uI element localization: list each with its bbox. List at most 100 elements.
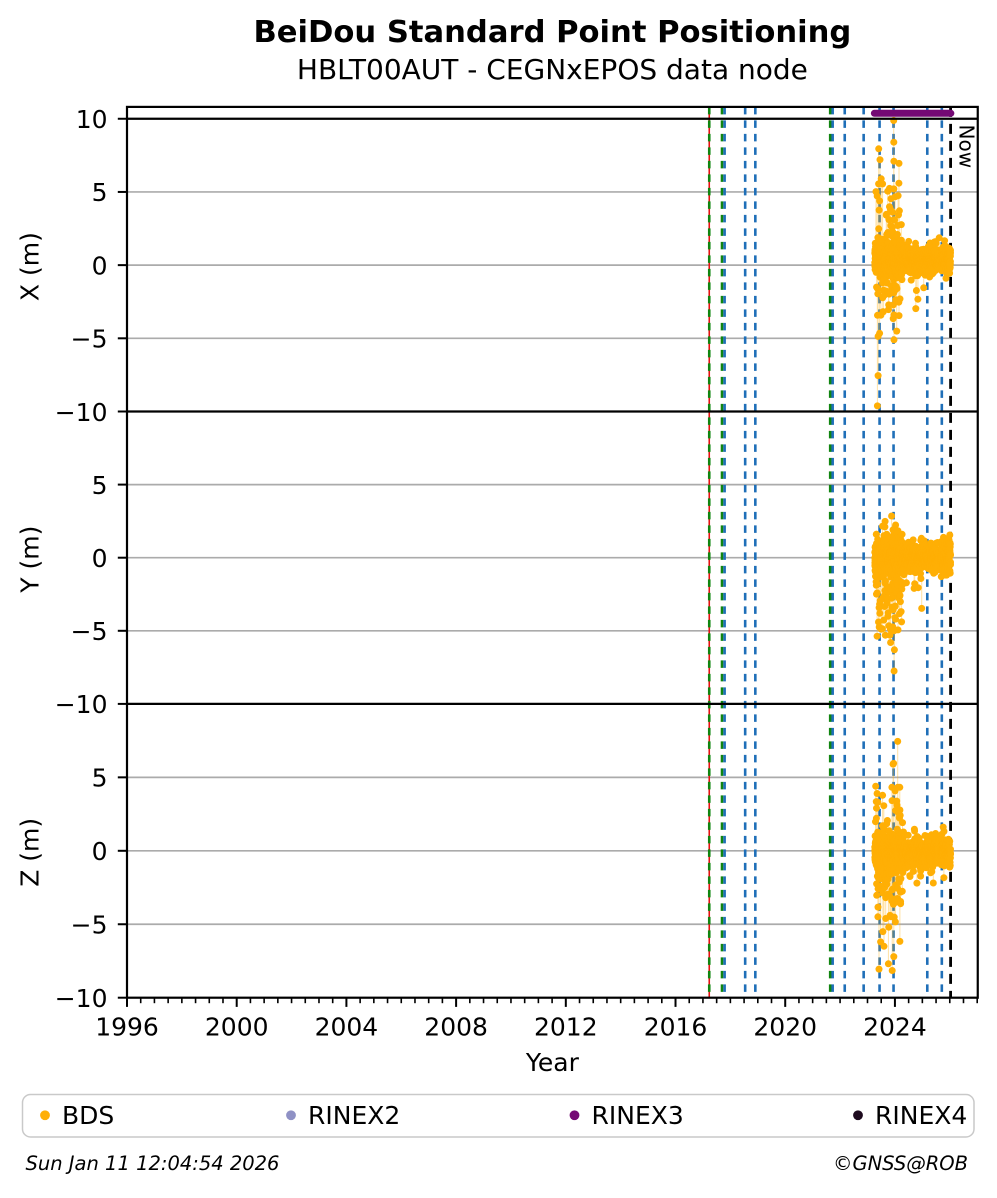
legend-box bbox=[21, 1093, 975, 1138]
bds-point bbox=[874, 372, 882, 380]
bds-point bbox=[891, 602, 899, 610]
bds-point bbox=[897, 900, 905, 908]
bds-point bbox=[946, 260, 954, 268]
legend-marker-rinex3 bbox=[569, 1110, 580, 1121]
bds-point bbox=[884, 960, 892, 968]
bds-point bbox=[947, 850, 954, 858]
bds-point bbox=[895, 312, 903, 320]
bds-point bbox=[906, 873, 914, 880]
bds-point bbox=[887, 639, 895, 646]
bds-point bbox=[947, 249, 954, 256]
bds-point bbox=[876, 609, 884, 617]
bds-point bbox=[895, 179, 903, 187]
y-tick-label: 5 bbox=[92, 178, 108, 207]
now-label: Now bbox=[955, 125, 979, 169]
bds-point bbox=[947, 551, 954, 559]
bds-point bbox=[946, 862, 954, 870]
bds-point bbox=[893, 285, 901, 292]
y-tick-label: 5 bbox=[92, 764, 108, 793]
bds-point bbox=[946, 540, 954, 548]
bds-point bbox=[912, 287, 920, 294]
bds-point bbox=[890, 311, 898, 319]
legend-item-rinex4: RINEX4 bbox=[853, 1101, 967, 1130]
bds-point bbox=[874, 290, 882, 298]
bds-point bbox=[890, 138, 898, 146]
bds-series-points-x bbox=[871, 117, 954, 410]
bds-point bbox=[898, 276, 906, 284]
bds-point bbox=[885, 216, 893, 224]
x-tick-label: 2004 bbox=[315, 1013, 379, 1042]
bds-point bbox=[890, 185, 898, 193]
bds-point bbox=[879, 180, 887, 188]
bds-point bbox=[898, 887, 906, 895]
bds-point bbox=[897, 875, 905, 883]
bds-point bbox=[883, 210, 890, 218]
bds-point bbox=[890, 759, 898, 767]
bds-point bbox=[896, 598, 904, 606]
bds-point bbox=[888, 512, 896, 520]
bds-point bbox=[874, 828, 882, 836]
bds-point bbox=[913, 879, 921, 887]
bds-point bbox=[881, 577, 889, 585]
legend-marker-rinex4 bbox=[853, 1110, 863, 1121]
bds-point bbox=[878, 625, 886, 633]
bds-point bbox=[874, 798, 882, 806]
bds-point bbox=[918, 604, 926, 612]
bds-point bbox=[920, 284, 928, 292]
bds-point bbox=[896, 937, 904, 945]
bds-point bbox=[888, 967, 896, 974]
bds-point bbox=[946, 569, 954, 577]
bds-point bbox=[874, 913, 882, 921]
y-tick-label: −5 bbox=[71, 911, 108, 940]
bds-point bbox=[891, 216, 899, 224]
bds-point bbox=[895, 207, 903, 215]
x-axis-label: Year bbox=[525, 1048, 580, 1077]
bds-point bbox=[935, 234, 943, 242]
bds-point bbox=[885, 923, 893, 931]
y-tick-label: 0 bbox=[92, 837, 108, 866]
legend-label-rinex2: RINEX2 bbox=[308, 1101, 400, 1130]
bds-point bbox=[875, 965, 883, 973]
bds-point bbox=[932, 239, 940, 247]
y-axis-label-y: Y (m) bbox=[16, 526, 45, 594]
bds-point bbox=[947, 845, 954, 853]
x-tick-label: 2012 bbox=[534, 1013, 598, 1042]
copyright-text: ©GNSS@ROB bbox=[833, 1152, 968, 1175]
bds-point bbox=[917, 575, 925, 582]
bds-point bbox=[895, 159, 903, 167]
bds-point bbox=[876, 156, 884, 164]
gridlines bbox=[127, 191, 978, 926]
bds-point bbox=[898, 530, 906, 538]
bds-point bbox=[879, 928, 887, 936]
bds-point bbox=[897, 221, 905, 229]
bds-point bbox=[896, 783, 904, 791]
bds-point bbox=[896, 591, 904, 599]
bds-point bbox=[872, 814, 880, 822]
bds-point bbox=[879, 791, 887, 799]
bds-point bbox=[874, 903, 882, 911]
bds-point bbox=[947, 561, 954, 569]
bds-point bbox=[917, 872, 925, 880]
bds-point bbox=[876, 197, 884, 205]
bds-point bbox=[904, 831, 912, 839]
bds-point bbox=[873, 804, 880, 812]
bds-point bbox=[940, 874, 948, 882]
bds-point bbox=[894, 192, 902, 200]
legend-marker-bds bbox=[40, 1110, 50, 1121]
bds-point bbox=[946, 837, 954, 845]
x-tick-label: 2020 bbox=[753, 1013, 817, 1042]
bds-point bbox=[876, 329, 884, 337]
bds-point bbox=[884, 609, 892, 617]
bds-point bbox=[880, 942, 888, 950]
x-tick-label: 1996 bbox=[95, 1013, 159, 1042]
y-tick-label: 0 bbox=[92, 251, 108, 280]
bds-point bbox=[875, 145, 883, 153]
bds-point bbox=[905, 237, 913, 245]
bds-point bbox=[872, 782, 880, 790]
y-axis-label-z: Z (m) bbox=[16, 818, 45, 887]
x-tick-label: 2008 bbox=[424, 1013, 488, 1042]
bds-point bbox=[909, 867, 917, 875]
